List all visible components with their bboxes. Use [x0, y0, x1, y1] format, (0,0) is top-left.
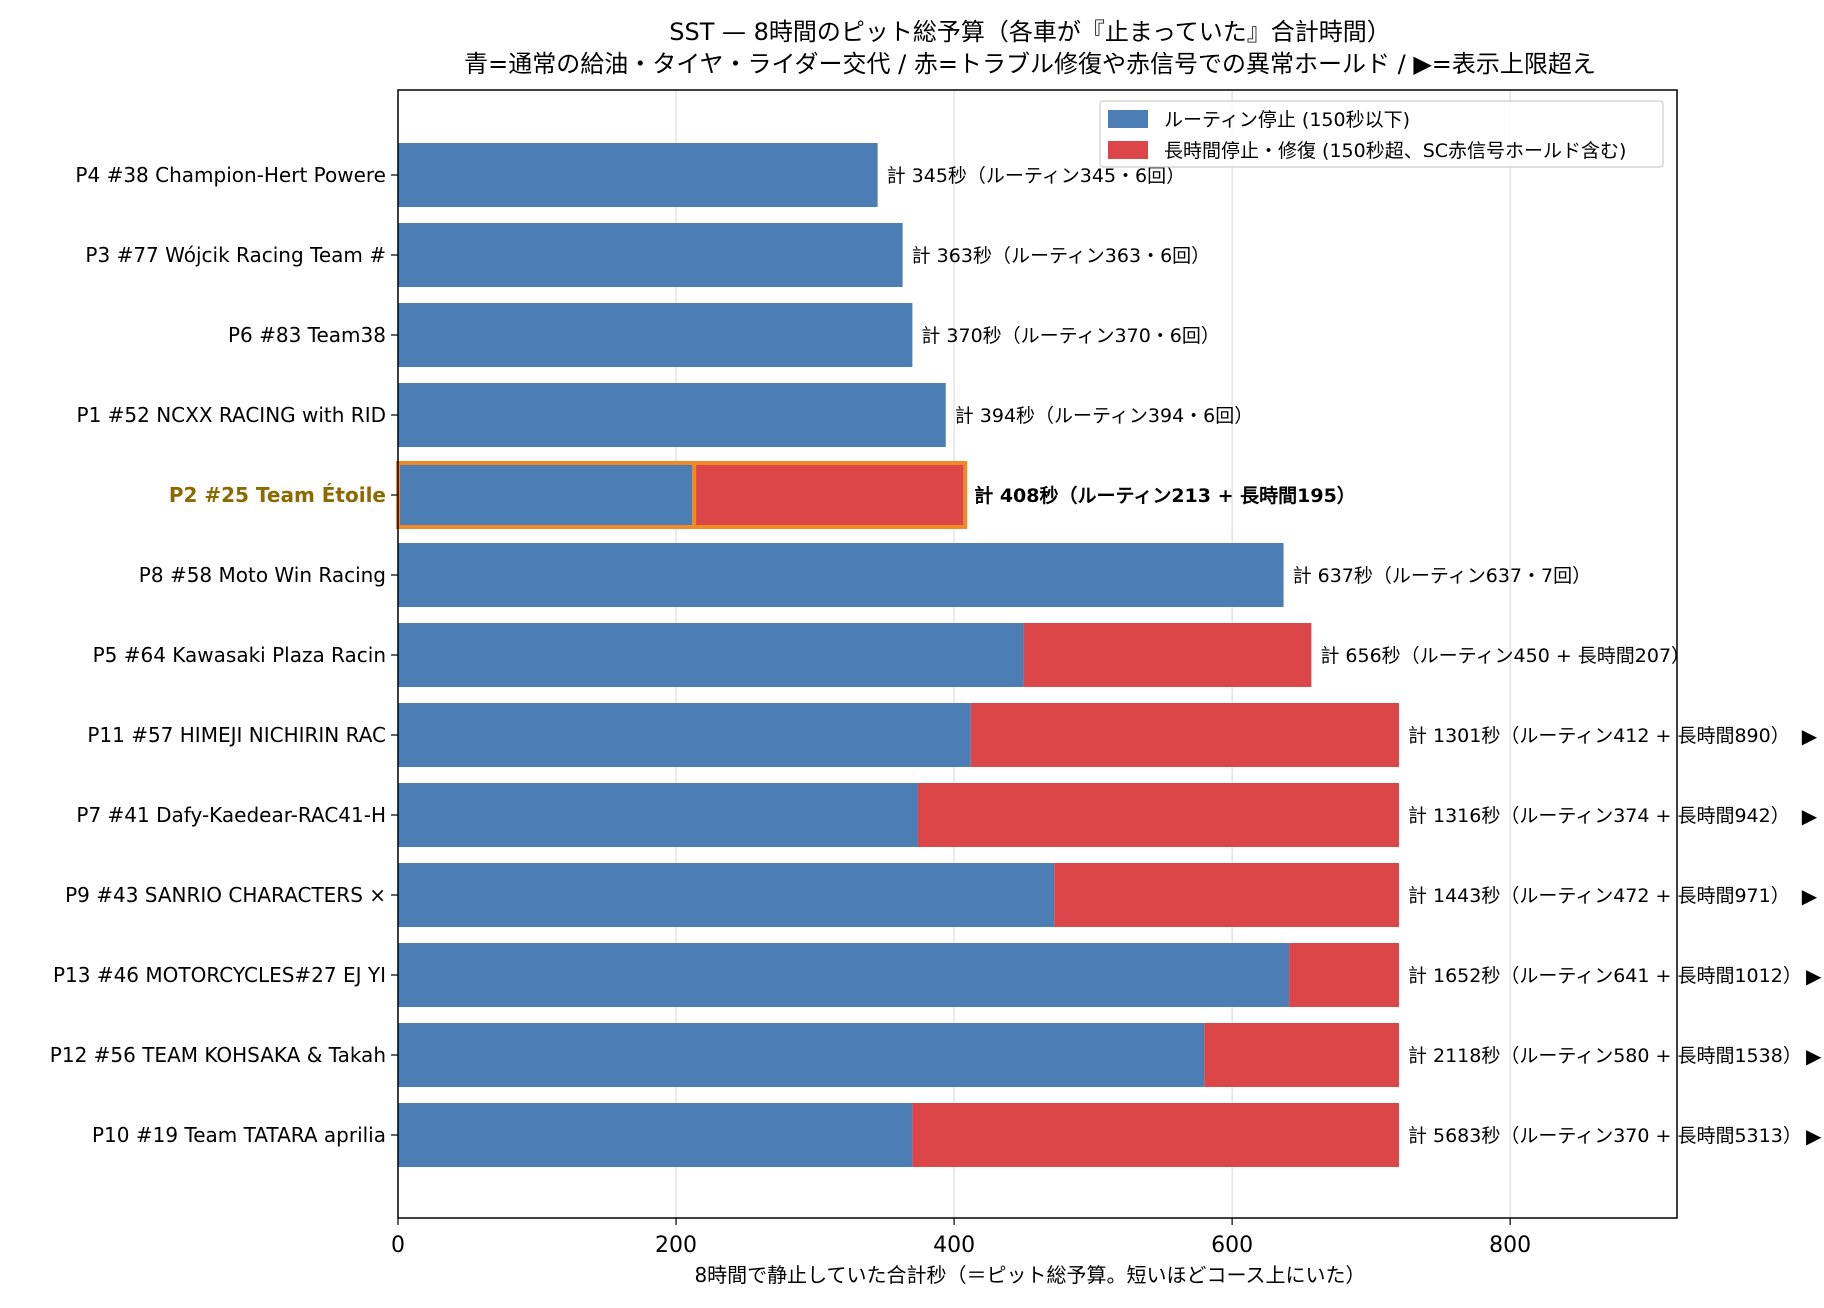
bar-long-stop — [1289, 943, 1399, 1007]
bar-annotation: 計 370秒（ルーティン370・6回） — [921, 325, 1220, 347]
y-category-label: P8 #58 Moto Win Racing — [139, 563, 386, 587]
y-category-label: P13 #46 MOTORCYCLES#27 EJ YI — [53, 963, 386, 987]
x-tick-label: 400 — [933, 1233, 975, 1258]
bar-long-stop — [912, 1103, 1399, 1167]
bar-annotation: 計 1443秒（ルーティン472 + 長時間971） — [1408, 885, 1790, 907]
bars — [396, 143, 1399, 1167]
legend-swatch-long-stop — [1108, 141, 1148, 159]
y-category-label: P7 #41 Dafy-Kaedear-RAC41-H — [76, 803, 386, 827]
y-category-label: P11 #57 HIMEJI NICHIRIN RAC — [87, 723, 386, 747]
bar-long-stop — [917, 783, 1399, 847]
bar-annotation: 計 5683秒（ルーティン370 + 長時間5313） — [1408, 1125, 1802, 1147]
overflow-marker: ▶ — [1802, 804, 1818, 828]
legend-label-routine: ルーティン停止 (150秒以下) — [1164, 109, 1410, 131]
x-tick-label: 800 — [1489, 1233, 1531, 1258]
y-category-label: P6 #83 Team38 — [228, 323, 386, 347]
bar-routine — [398, 783, 918, 847]
y-category-label: P5 #64 Kawasaki Plaza Racin — [93, 643, 386, 667]
bar-routine — [398, 303, 913, 367]
bar-annotation: 計 394秒（ルーティン394・6回） — [955, 405, 1254, 427]
x-axis-label: 8時間で静止していた合計秒（＝ピット総予算。短いほどコース上にいた） — [694, 1263, 1365, 1287]
bar-annotation: 計 1652秒（ルーティン641 + 長時間1012） — [1408, 965, 1802, 987]
y-category-label: P2 #25 Team Étoile — [169, 483, 386, 507]
bar-routine — [398, 143, 878, 207]
legend-frame — [1099, 100, 1664, 168]
y-category-label: P3 #77 Wójcik Racing Team # — [85, 243, 386, 267]
chart-title: SST — 8時間のピット総予算（各車が『止まっていた』合計時間） — [669, 18, 1391, 46]
bar-annotations: 計 345秒（ルーティン345・6回） 計 363秒（ルーティン363・6回） 計 … — [887, 165, 1822, 1148]
overflow-marker: ▶ — [1802, 724, 1818, 748]
bar-annotation: 計 363秒（ルーティン363・6回） — [912, 245, 1211, 267]
overflow-marker: ▶ — [1802, 884, 1818, 908]
x-tick-label: 200 — [655, 1233, 697, 1258]
overflow-marker: ▶ — [1806, 1044, 1822, 1068]
bar-routine — [396, 461, 697, 529]
bar-annotation: 計 1316秒（ルーティン374 + 長時間942） — [1408, 805, 1790, 827]
overflow-marker: ▶ — [1806, 1124, 1822, 1148]
bar-routine — [398, 223, 903, 287]
x-tick-label: 0 — [391, 1233, 405, 1258]
overflow-marker: ▶ — [1806, 964, 1822, 988]
bar-long-stop — [1204, 1023, 1399, 1087]
bar-long-stop — [1023, 623, 1312, 687]
bar-routine — [398, 1103, 913, 1167]
bar-long-stop — [692, 461, 968, 529]
bar-annotation: 計 656秒（ルーティン450 + 長時間207） — [1320, 645, 1690, 667]
bar-annotation: 計 637秒（ルーティン637・7回） — [1293, 565, 1592, 587]
bar-routine — [398, 703, 971, 767]
bar-annotation: 計 1301秒（ルーティン412 + 長時間890） — [1408, 725, 1790, 747]
y-category-label: P4 #38 Champion-Hert Powere — [75, 163, 386, 187]
y-category-label: P9 #43 SANRIO CHARACTERS × — [65, 883, 386, 907]
bar-routine — [398, 623, 1024, 687]
bar-routine — [398, 943, 1290, 1007]
x-tick-label: 600 — [1211, 1233, 1253, 1258]
bar-routine — [398, 1023, 1205, 1087]
legend: ルーティン停止 (150秒以下) 長時間停止・修復 (150秒超、SC赤信号ホー… — [1099, 100, 1664, 168]
legend-label-long-stop: 長時間停止・修復 (150秒超、SC赤信号ホールド含む) — [1164, 140, 1626, 162]
bar-annotation: 計 345秒（ルーティン345・6回） — [887, 165, 1186, 187]
bar-annotation: 計 408秒（ルーティン213 + 長時間195） — [974, 484, 1356, 507]
x-axis-ticks: 0 200 400 600 800 — [391, 1218, 1531, 1258]
plot-frame — [397, 89, 1678, 1219]
legend-swatch-routine — [1108, 110, 1148, 128]
y-category-label: P12 #56 TEAM KOHSAKA & Takah — [50, 1043, 386, 1067]
bar-routine — [398, 383, 946, 447]
y-axis-category-labels: P4 #38 Champion-Hert Powere P3 #77 Wójcik… — [50, 163, 398, 1147]
bar-long-stop — [1054, 863, 1399, 927]
bar-annotation: 計 2118秒（ルーティン580 + 長時間1538） — [1408, 1045, 1802, 1067]
y-category-label: P10 #19 Team TATARA aprilia — [92, 1123, 386, 1147]
bar-routine — [398, 543, 1284, 607]
chart-subtitle: 青=通常の給油・タイヤ・ライダー交代 / 赤=トラブル修復や赤信号での異常ホール… — [464, 50, 1596, 78]
bar-routine — [398, 863, 1055, 927]
bar-long-stop — [970, 703, 1399, 767]
y-category-label: P1 #52 NCXX RACING with RID — [77, 403, 386, 427]
